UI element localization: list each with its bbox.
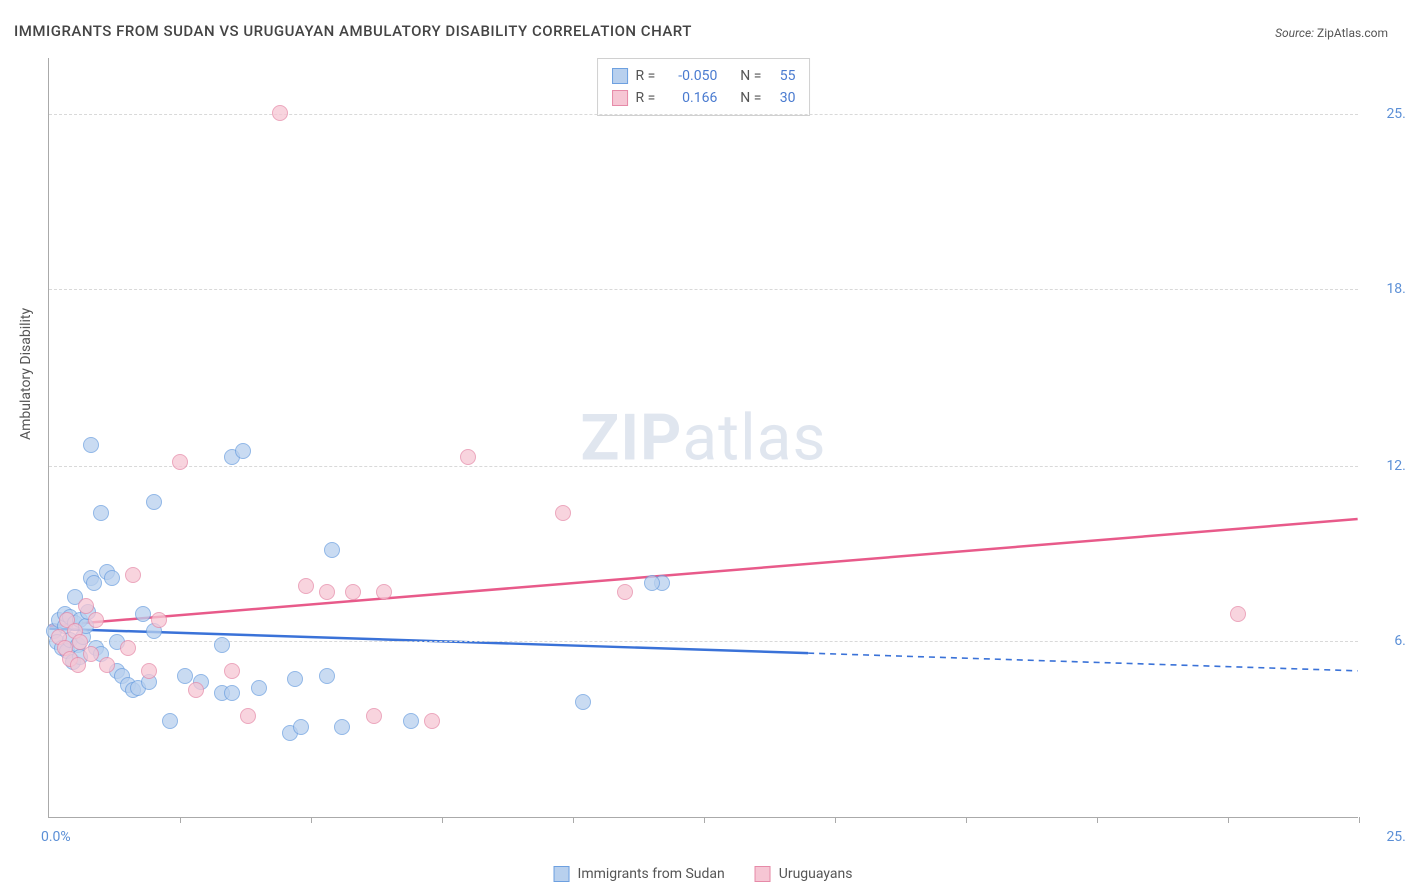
data-point [403, 713, 419, 729]
data-point [319, 668, 335, 684]
x-tick [704, 817, 705, 823]
data-point [141, 663, 157, 679]
data-point [99, 657, 115, 673]
data-point [70, 657, 86, 673]
y-tick-label: 12.5% [1364, 458, 1406, 474]
data-point [104, 570, 120, 586]
data-point [172, 454, 188, 470]
data-point [240, 708, 256, 724]
x-tick [180, 817, 181, 823]
x-tick [835, 817, 836, 823]
x-end-label: 25.0% [1364, 829, 1406, 845]
data-point [555, 505, 571, 521]
stat-r-label: R = [636, 87, 656, 109]
y-tick-label: 6.3% [1364, 633, 1406, 649]
legend-item: Immigrants from Sudan [554, 866, 725, 882]
data-point [93, 505, 109, 521]
trend-line-dashed [808, 653, 1357, 671]
watermark-light: atlas [682, 400, 826, 475]
x-tick [442, 817, 443, 823]
stats-row: R = -0.050 N = 55 [612, 65, 796, 87]
trend-lines-layer [49, 58, 1358, 817]
legend-label: Uruguayans [779, 866, 853, 882]
x-origin-label: 0.0% [41, 829, 71, 845]
data-point [345, 584, 361, 600]
stat-n-label: N = [740, 65, 761, 87]
y-tick-label: 18.8% [1364, 281, 1406, 297]
data-point [120, 640, 136, 656]
legend-swatch [612, 68, 628, 84]
x-tick [1097, 817, 1098, 823]
legend-item: Uruguayans [755, 866, 853, 882]
data-point [319, 584, 335, 600]
y-axis-label: Ambulatory Disability [18, 308, 34, 440]
data-point [151, 612, 167, 628]
legend-bottom: Immigrants from Sudan Uruguayans [554, 866, 853, 882]
data-point [251, 680, 267, 696]
data-point [298, 578, 314, 594]
x-tick [311, 817, 312, 823]
source-label: Source: [1275, 26, 1314, 40]
gridline [49, 289, 1358, 290]
data-point [617, 584, 633, 600]
data-point [575, 694, 591, 710]
x-tick [966, 817, 967, 823]
stat-r-label: R = [636, 65, 656, 87]
data-point [287, 671, 303, 687]
data-point [224, 685, 240, 701]
data-point [366, 708, 382, 724]
data-point [324, 542, 340, 558]
stat-r-value: -0.050 [663, 65, 717, 87]
legend-swatch [554, 866, 570, 882]
data-point [78, 598, 94, 614]
chart-plot-area: ZIPatlas R =-0.050 N =55R =0.166 N =30 6… [48, 58, 1358, 818]
chart-title: IMMIGRANTS FROM SUDAN VS URUGUAYAN AMBUL… [14, 22, 692, 40]
data-point [460, 449, 476, 465]
data-point [146, 494, 162, 510]
data-point [334, 719, 350, 735]
x-tick [1359, 817, 1360, 823]
data-point [1230, 606, 1246, 622]
data-point [424, 713, 440, 729]
data-point [188, 682, 204, 698]
gridline [49, 466, 1358, 467]
x-tick [573, 817, 574, 823]
correlation-stats-box: R = -0.050 N = 55 R = 0.166 N = 30 [597, 58, 811, 116]
data-point [88, 612, 104, 628]
data-point [272, 105, 288, 121]
data-point [83, 646, 99, 662]
stat-n-label: N = [740, 87, 761, 109]
data-point [644, 575, 660, 591]
data-point [224, 663, 240, 679]
data-point [177, 668, 193, 684]
data-point [293, 719, 309, 735]
data-point [214, 637, 230, 653]
source-value: ZipAtlas.com [1317, 26, 1388, 40]
x-tick [1228, 817, 1229, 823]
trend-line-solid [49, 519, 1357, 626]
data-point [135, 606, 151, 622]
y-tick-label: 25.0% [1364, 106, 1406, 122]
source-attribution: Source: ZipAtlas.com [1275, 26, 1388, 40]
stat-r-value: 0.166 [663, 87, 717, 109]
gridline [49, 641, 1358, 642]
stat-n-value: 55 [769, 65, 795, 87]
data-point [376, 584, 392, 600]
data-point [162, 713, 178, 729]
gridline [49, 114, 1358, 115]
watermark-bold: ZIP [581, 400, 683, 475]
stat-n-value: 30 [769, 87, 795, 109]
data-point [83, 437, 99, 453]
legend-swatch [755, 866, 771, 882]
data-point [235, 443, 251, 459]
legend-label: Immigrants from Sudan [578, 866, 725, 882]
stats-row: R = 0.166 N = 30 [612, 87, 796, 109]
data-point [125, 567, 141, 583]
legend-swatch [612, 90, 628, 106]
data-point [86, 575, 102, 591]
watermark: ZIPatlas [581, 400, 827, 475]
